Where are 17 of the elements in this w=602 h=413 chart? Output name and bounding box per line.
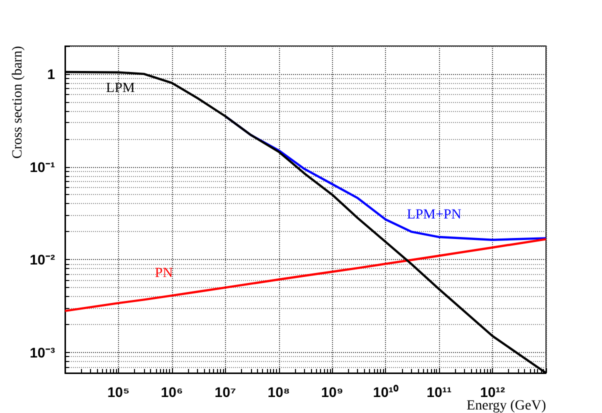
y-tick-label: 10⁻¹: [30, 158, 56, 175]
x-tick-label: 10¹²: [480, 384, 506, 400]
y-axis-title: Cross section (barn): [10, 46, 26, 159]
x-tick-label: 10⁵: [107, 384, 130, 400]
series-label: LPM: [106, 80, 136, 96]
x-tick-label: 10¹¹: [426, 384, 452, 400]
x-axis-title: Energy (GeV): [466, 398, 546, 413]
series-label: LPM+PN: [406, 208, 462, 223]
y-tick-label: 10⁻³: [30, 344, 56, 360]
x-tick-label: 10⁷: [214, 384, 236, 400]
series-label: PN: [154, 266, 173, 282]
x-tick-label: 10¹⁰: [373, 384, 398, 400]
x-tick-label: 10⁶: [160, 384, 183, 400]
x-tick-label: 10⁹: [321, 384, 344, 400]
y-tick-label: 10⁻²: [30, 252, 56, 268]
x-tick-label: 10⁸: [268, 384, 290, 400]
y-tick-label: 1: [47, 66, 56, 82]
